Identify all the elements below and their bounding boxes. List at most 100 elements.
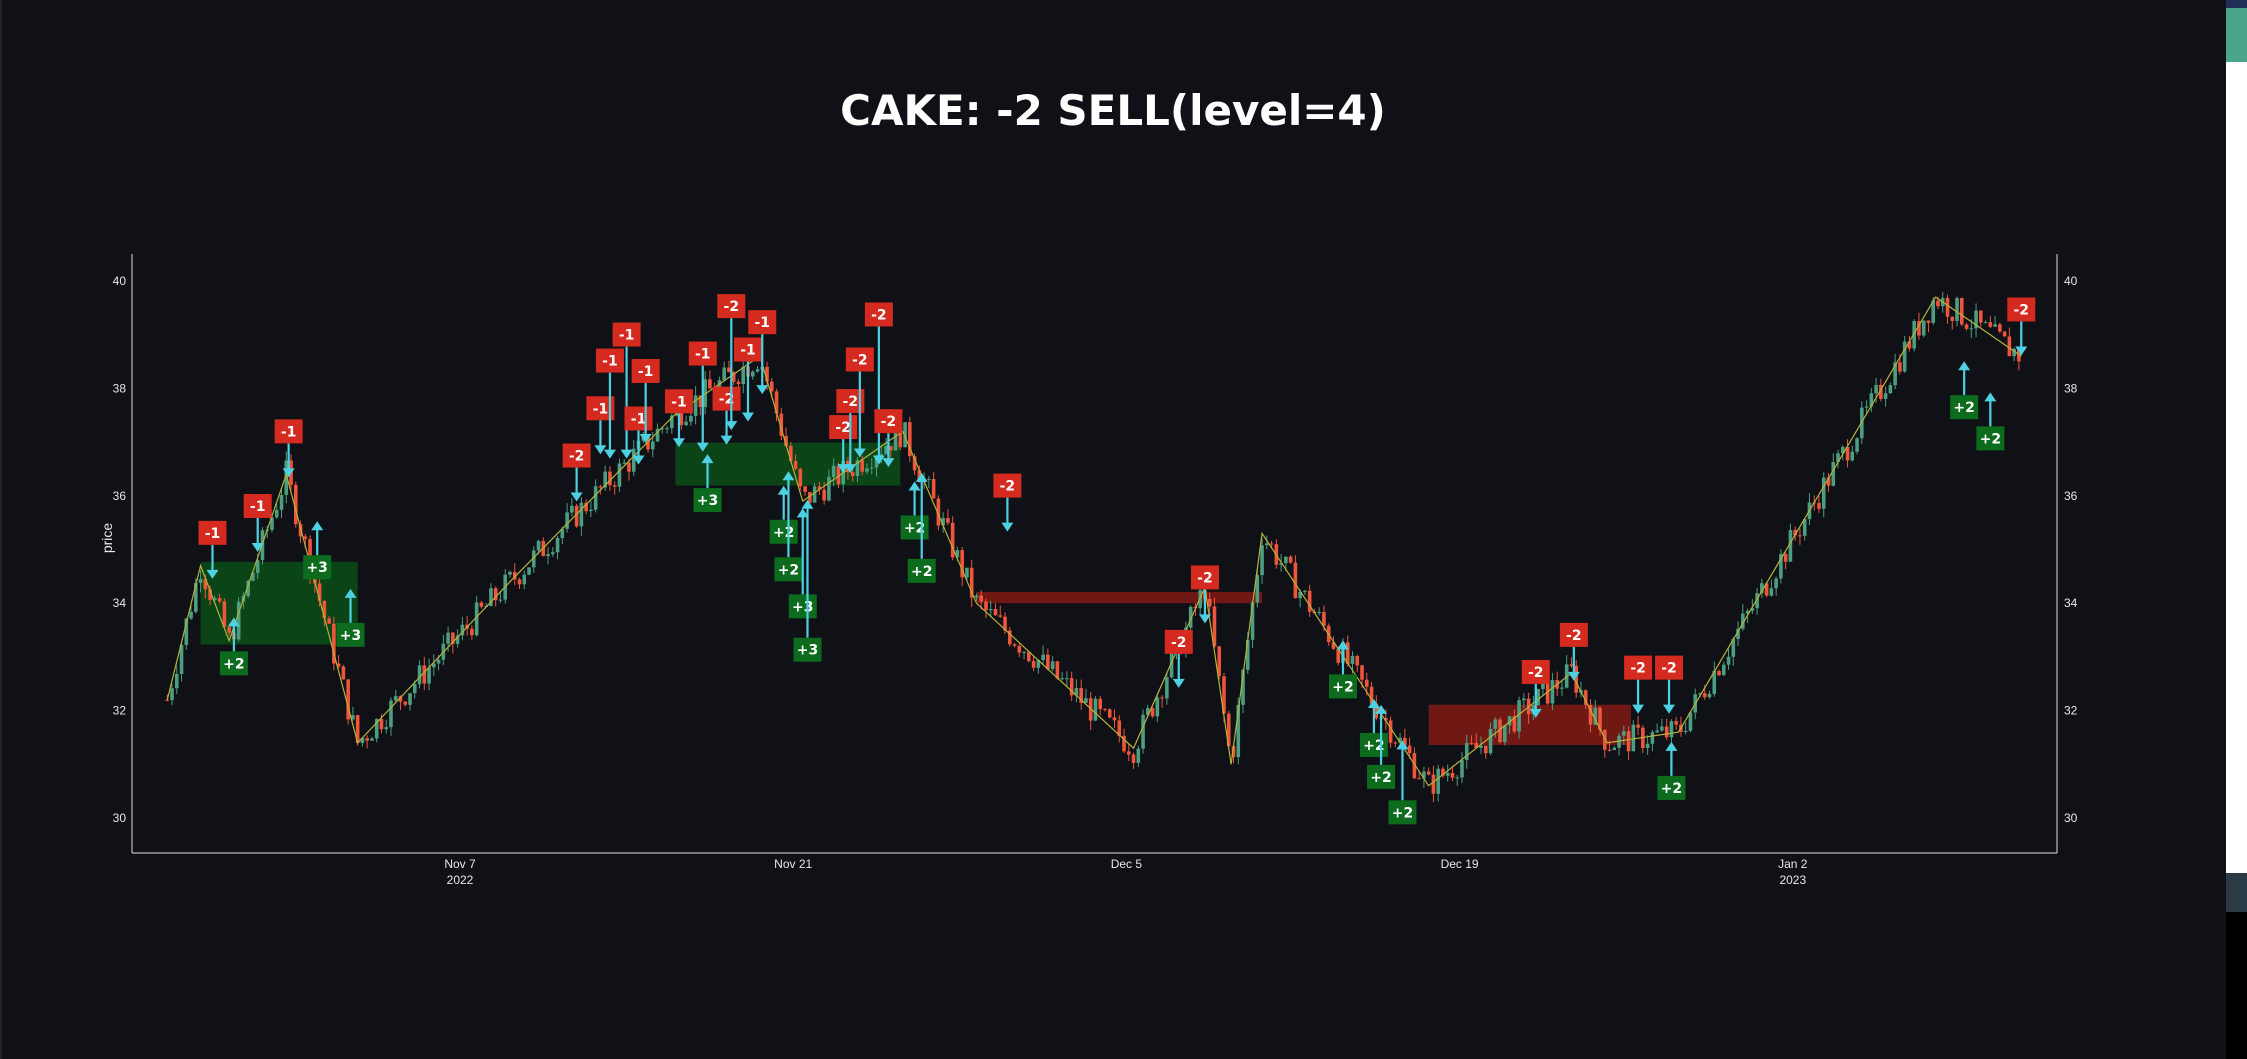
candle-body [1369, 686, 1374, 704]
candle-body [1126, 751, 1131, 755]
candle-body [1969, 328, 1974, 330]
sell-signal: -2 [712, 386, 741, 445]
candle-body [1288, 556, 1293, 563]
candle-body [888, 446, 893, 451]
candle-body [665, 428, 669, 430]
candle-body [560, 528, 565, 539]
candle-body [684, 421, 688, 426]
candle-body [489, 588, 493, 607]
candle-body [631, 448, 636, 472]
candle-body [1141, 714, 1145, 749]
signal-label-box [993, 473, 1022, 498]
arrow-up-icon [908, 481, 921, 491]
candle-body [379, 719, 384, 730]
candle-body [474, 602, 479, 636]
candle-body [1241, 669, 1245, 705]
candle-body [708, 379, 712, 389]
signal-label-box [631, 358, 660, 383]
candle-body [508, 571, 512, 575]
candle-body [789, 445, 793, 462]
candle-body [360, 738, 365, 743]
sell-signal: -1 [664, 389, 693, 448]
signal-label-box [748, 310, 777, 335]
zigzag-line [166, 296, 2022, 787]
candle-body [1279, 563, 1283, 565]
signal-label-box [1388, 800, 1417, 825]
candle-body [1688, 712, 1693, 731]
signal-label-box [198, 520, 227, 545]
candle-body [589, 509, 593, 512]
candle-body [822, 489, 826, 501]
signal-label-box [793, 637, 822, 662]
candle-body [1636, 724, 1640, 728]
candle-body [860, 460, 865, 472]
candle-body [1936, 300, 1940, 307]
candle-body [1293, 562, 1298, 599]
signal-label-box [900, 515, 929, 540]
arrow-down-icon [672, 438, 685, 448]
arrow-up-icon [344, 588, 357, 598]
candle-body [1741, 613, 1745, 629]
candle-body [1959, 298, 1964, 325]
signal-label-box [733, 337, 762, 362]
candle-body [341, 666, 346, 680]
candle-body [988, 608, 993, 611]
y-tick-label-right: 36 [2064, 489, 2078, 503]
candle-body [1893, 362, 1897, 386]
candle-body [303, 536, 308, 539]
sidebar-bottom [2226, 912, 2247, 1059]
candle-body [941, 517, 945, 526]
sell-signal: -2 [993, 473, 1022, 532]
sell-signal: -1 [624, 406, 653, 465]
sell-signal: -1 [748, 310, 777, 395]
candle-body [2007, 336, 2012, 357]
candle-body [527, 567, 531, 575]
candle-body [1493, 719, 1498, 729]
candle-body [993, 608, 998, 616]
candle-body [784, 435, 788, 446]
candle-body [1507, 716, 1512, 726]
candle-body [1779, 554, 1783, 579]
candle-body [1836, 453, 1840, 463]
candle-body [551, 552, 555, 555]
arrow-up-icon [796, 508, 809, 518]
candle-body [1217, 646, 1222, 677]
signals-layer: -1-1-1+3+3+2-2-1-1-1-1-1-1-1-2-2-1-1+3-2… [198, 294, 2036, 825]
candle-body [1912, 321, 1916, 349]
candle-body [1364, 679, 1369, 687]
candle-body [1950, 316, 1955, 321]
signal-label-box [664, 389, 693, 414]
candle-body [284, 460, 289, 495]
arrow-down-icon [620, 449, 633, 459]
candle-body [1564, 664, 1569, 688]
signal-label-box [1164, 629, 1193, 654]
candle-body [408, 693, 412, 705]
sell-signal: -2 [845, 347, 874, 458]
buy-signal: +2 [907, 472, 936, 583]
buy-signal: +3 [793, 499, 822, 662]
signal-label: -2 [1630, 661, 1646, 677]
candle-body [1955, 298, 1959, 321]
candle-body [1498, 719, 1502, 743]
signal-label: -2 [1661, 661, 1677, 677]
candle-body [213, 598, 217, 600]
candle-body [336, 663, 341, 667]
y-tick-label-right: 30 [2064, 811, 2078, 825]
candle-body [798, 468, 803, 487]
candle-body [1284, 556, 1288, 564]
arrow-down-icon [603, 449, 616, 459]
buy-signal: +2 [900, 481, 929, 540]
candle-body [1207, 598, 1212, 607]
buy-zone [200, 561, 358, 645]
signal-label-box [2007, 297, 2036, 322]
candle-body [836, 465, 841, 485]
y-tick-label-left: 36 [113, 489, 127, 503]
signal-label-box [769, 519, 798, 544]
candle-body [584, 502, 588, 512]
candle-body [351, 715, 355, 720]
candle-body [1250, 602, 1255, 640]
candle-body [1422, 771, 1426, 779]
signal-label: -1 [695, 347, 711, 363]
candle-body [827, 476, 831, 501]
candle-body [1541, 682, 1545, 689]
